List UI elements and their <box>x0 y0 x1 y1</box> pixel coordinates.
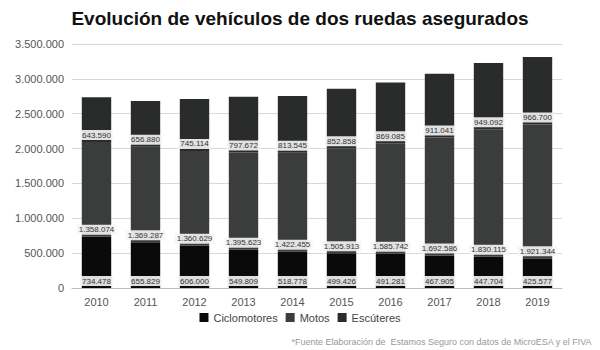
svg-text:1.000.000: 1.000.000 <box>15 212 64 224</box>
svg-text:2019: 2019 <box>525 296 549 308</box>
svg-text:2.000.000: 2.000.000 <box>15 143 64 155</box>
svg-text:1.369.287: 1.369.287 <box>128 231 164 240</box>
svg-text:Escúteres: Escúteres <box>352 312 401 324</box>
svg-text:2.500.000: 2.500.000 <box>15 108 64 120</box>
svg-text:3.000.000: 3.000.000 <box>15 73 64 85</box>
svg-text:813.545: 813.545 <box>278 141 307 150</box>
svg-text:656.880: 656.880 <box>131 135 160 144</box>
svg-text:1.422.455: 1.422.455 <box>275 240 311 249</box>
svg-text:966.700: 966.700 <box>523 113 552 122</box>
svg-text:499.426: 499.426 <box>327 277 356 286</box>
svg-text:949.092: 949.092 <box>474 118 503 127</box>
svg-text:447.704: 447.704 <box>474 277 503 286</box>
svg-text:1.358.074: 1.358.074 <box>79 225 115 234</box>
svg-text:425.577: 425.577 <box>523 277 552 286</box>
svg-text:Evolución de vehículos de dos: Evolución de vehículos de dos ruedas ase… <box>71 8 528 29</box>
svg-text:500.000: 500.000 <box>24 247 64 259</box>
svg-text:491.281: 491.281 <box>376 277 405 286</box>
svg-text:2018: 2018 <box>476 296 500 308</box>
svg-text:643.590: 643.590 <box>82 131 111 140</box>
svg-text:852.858: 852.858 <box>327 137 356 146</box>
svg-text:3.500.000: 3.500.000 <box>15 38 64 50</box>
svg-text:518.778: 518.778 <box>278 277 307 286</box>
svg-text:1.360.629: 1.360.629 <box>177 234 213 243</box>
svg-text:606.000: 606.000 <box>180 277 209 286</box>
svg-text:797.672: 797.672 <box>229 141 258 150</box>
svg-text:745.114: 745.114 <box>180 139 209 148</box>
svg-text:2012: 2012 <box>182 296 206 308</box>
svg-text:2010: 2010 <box>84 296 108 308</box>
svg-text:655.829: 655.829 <box>131 277 160 286</box>
svg-text:Ciclomotores: Ciclomotores <box>213 312 278 324</box>
svg-text:467.905: 467.905 <box>425 277 454 286</box>
svg-text:869.085: 869.085 <box>376 132 405 141</box>
svg-text:2017: 2017 <box>427 296 451 308</box>
svg-text:911.041: 911.041 <box>425 126 454 135</box>
svg-text:2011: 2011 <box>134 296 158 308</box>
svg-text:1.921.344: 1.921.344 <box>520 247 556 256</box>
svg-text:2014: 2014 <box>280 296 304 308</box>
svg-text:2015: 2015 <box>329 296 353 308</box>
svg-text:1.505.913: 1.505.913 <box>324 242 360 251</box>
svg-text:549.809: 549.809 <box>229 277 258 286</box>
svg-text:734.478: 734.478 <box>82 277 111 286</box>
svg-text:1.830.115: 1.830.115 <box>471 245 507 254</box>
svg-text:2016: 2016 <box>378 296 402 308</box>
svg-text:2013: 2013 <box>231 296 255 308</box>
svg-text:1.692.586: 1.692.586 <box>422 244 458 253</box>
svg-text:0: 0 <box>58 282 64 294</box>
svg-text:*Fuente Elaboración de Estamo: *Fuente Elaboración de Estamos Seguro co… <box>292 337 592 347</box>
svg-text:1.500.000: 1.500.000 <box>15 177 64 189</box>
svg-text:1.585.742: 1.585.742 <box>373 242 409 251</box>
svg-text:Motos: Motos <box>300 312 330 324</box>
svg-text:1.395.623: 1.395.623 <box>226 238 262 247</box>
